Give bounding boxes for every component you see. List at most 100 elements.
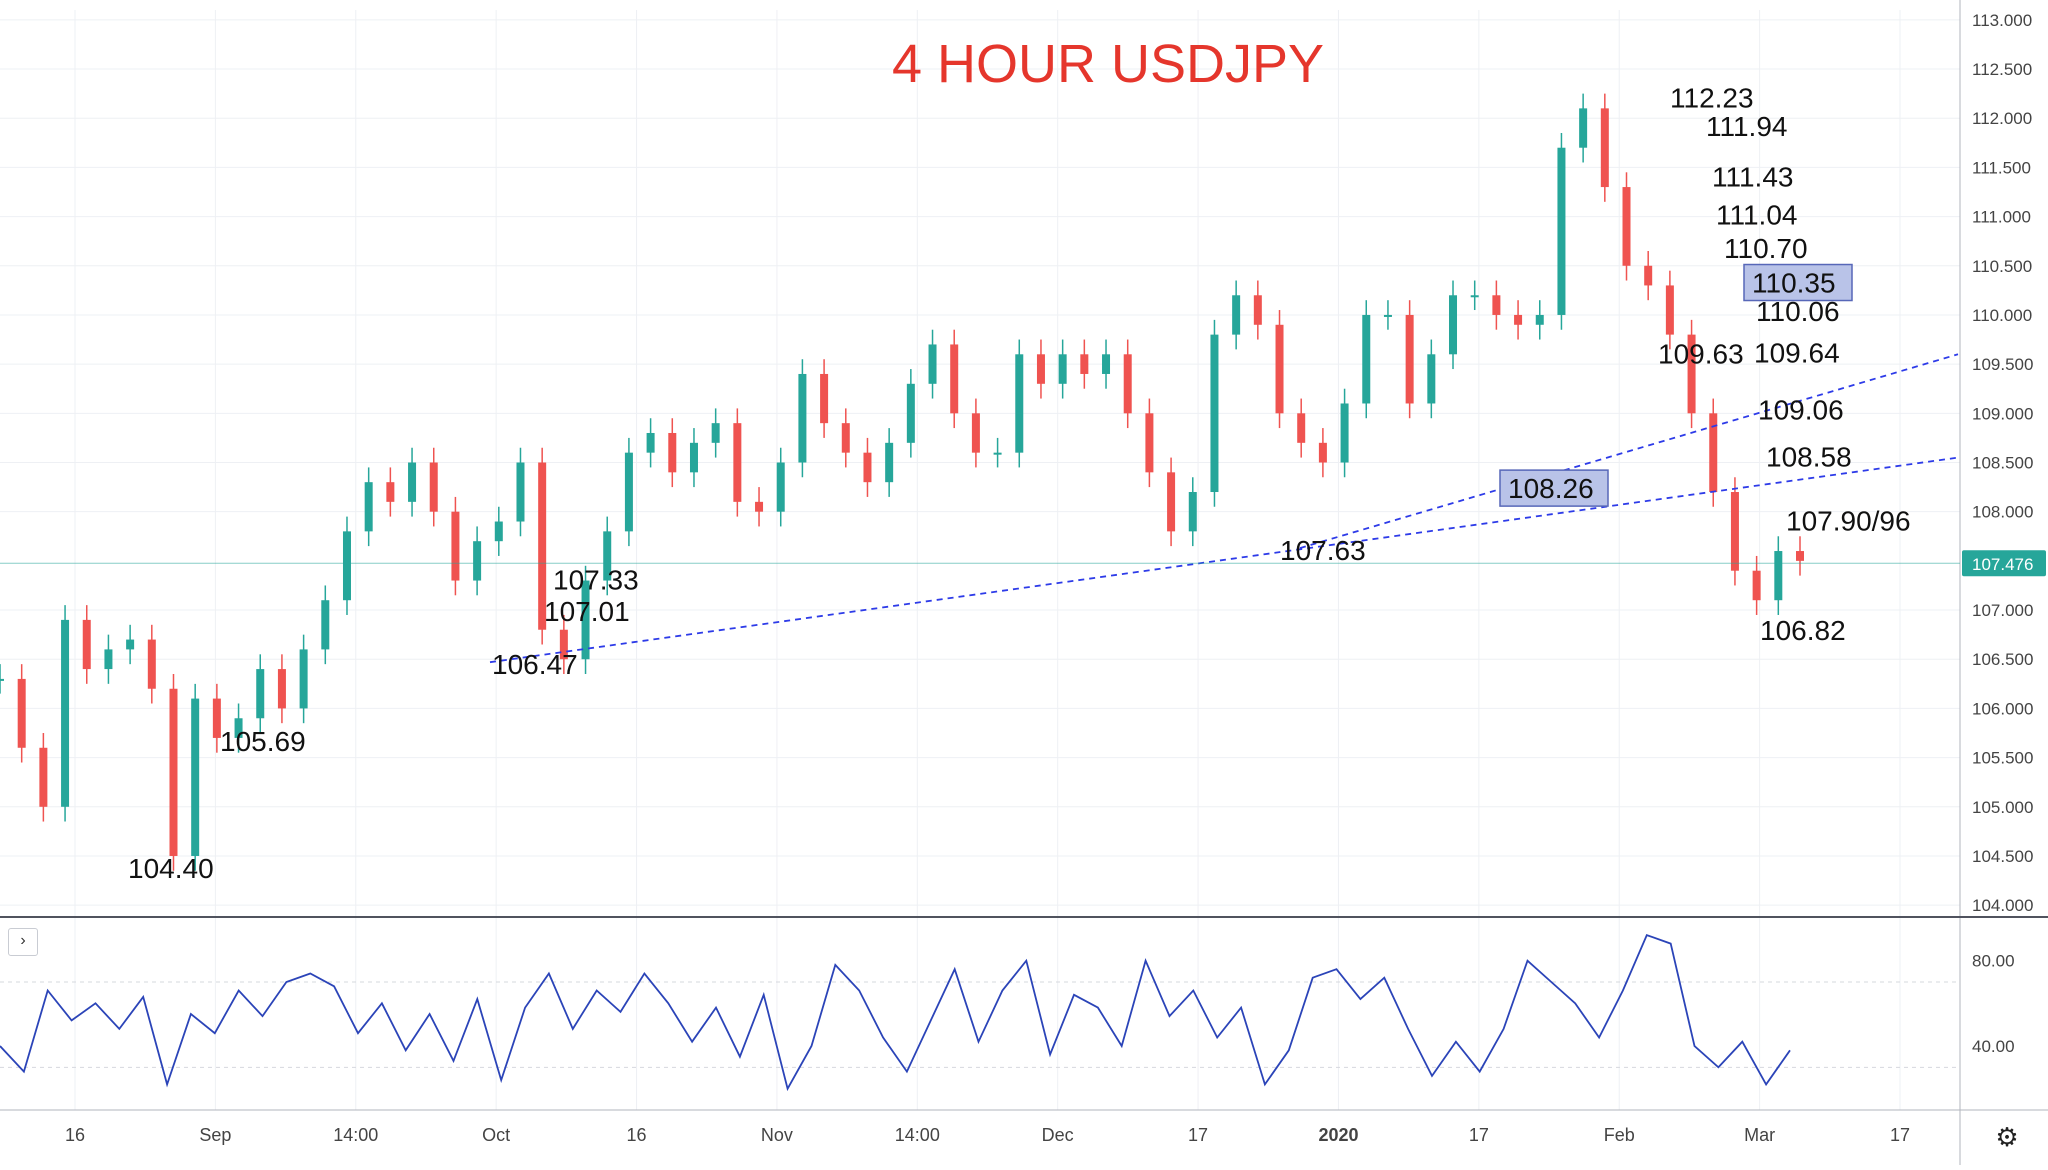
level-label: 112.23 [1670, 83, 1754, 114]
time-tick-label: 16 [65, 1125, 85, 1145]
candle-body [971, 413, 980, 453]
level-label: 105.69 [220, 726, 306, 757]
candle-body [950, 344, 959, 414]
candle-body [1188, 492, 1197, 532]
candle-body [1340, 403, 1349, 463]
candle-body [1535, 314, 1544, 325]
price-tick-label: 111.000 [1972, 208, 2031, 227]
price-tick-label: 105.500 [1972, 749, 2033, 768]
level-label: 108.26 [1508, 473, 1594, 504]
candle-body [603, 531, 612, 581]
candle-body [1383, 314, 1392, 317]
candle-body [429, 462, 438, 512]
candle-body [342, 531, 351, 601]
candle-body [1579, 108, 1588, 148]
candle-body [191, 698, 200, 856]
candle-body [212, 698, 221, 738]
candle-body [17, 678, 26, 748]
candle-body [104, 649, 113, 670]
candle-body [277, 669, 286, 709]
candle-body [1405, 314, 1414, 404]
candle-body [711, 423, 720, 443]
level-label: 110.06 [1756, 296, 1840, 327]
candle-body [1123, 354, 1132, 414]
candle-body [1080, 354, 1089, 374]
level-box [1499, 469, 1609, 507]
time-tick-label: 2020 [1318, 1125, 1358, 1145]
gear-icon: ⚙ [1995, 1122, 2019, 1152]
level-label: 107.33 [553, 565, 639, 596]
level-label: 107.63 [1280, 535, 1366, 566]
candle-body [1470, 295, 1479, 298]
candle-body [820, 373, 829, 424]
candle-body [147, 639, 156, 689]
candle-body [408, 462, 417, 502]
level-label: 106.82 [1760, 615, 1846, 646]
chart-settings-button[interactable]: ⚙ [1990, 1120, 2024, 1154]
price-tick-label: 104.000 [1972, 896, 2033, 915]
candle-body [1036, 354, 1045, 384]
price-tick-label: 109.000 [1972, 404, 2033, 423]
price-tick-label: 110.000 [1972, 306, 2032, 325]
price-tick-label: 108.000 [1972, 503, 2033, 522]
candle-body [1318, 442, 1327, 463]
level-label: 110.70 [1724, 233, 1808, 264]
price-tick-label: 105.000 [1972, 798, 2033, 817]
time-tick-label: 16 [627, 1125, 647, 1145]
candle-body [755, 501, 764, 512]
level-label: 104.40 [128, 853, 214, 884]
candle-body [1796, 551, 1804, 561]
level-label: 106.47 [492, 649, 578, 680]
candle-body [1102, 354, 1111, 374]
candle-body [581, 580, 590, 660]
price-tick-label: 104.500 [1972, 847, 2033, 866]
price-tick-label: 112.000 [1972, 109, 2032, 128]
candle-body [1427, 354, 1436, 404]
candle-body [321, 600, 330, 650]
candle-body [668, 432, 677, 473]
time-tick-label: 17 [1890, 1125, 1910, 1145]
candle-body [1514, 314, 1523, 325]
candle-body [776, 462, 785, 512]
level-label: 107.01 [544, 596, 630, 627]
candle-body [473, 541, 482, 581]
candle-body [1730, 492, 1739, 571]
candle-body [39, 747, 48, 807]
candle-body [559, 629, 568, 660]
collapse-indicator-button[interactable]: › [8, 928, 38, 956]
candle-body [1232, 295, 1241, 335]
price-candles [0, 93, 1804, 871]
level-label: 109.06 [1758, 394, 1844, 425]
candle-body [494, 521, 503, 542]
price-tick-label: 110.500 [1972, 257, 2032, 276]
price-tick-label: 111.500 [1972, 158, 2031, 177]
current-price-badge [1962, 550, 2046, 577]
time-tick-label: Mar [1744, 1125, 1775, 1145]
chevron-right-icon: › [20, 932, 26, 949]
time-tick-label: Nov [761, 1125, 793, 1145]
price-tick-label: 107.000 [1972, 601, 2033, 620]
price-tick-label: 106.500 [1972, 650, 2033, 669]
price-tick-label: 106.000 [1972, 699, 2033, 718]
level-label: 108.58 [1766, 442, 1852, 473]
candle-body [1774, 551, 1783, 601]
level-label: 110.35 [1752, 268, 1836, 299]
chart-title: 4 HOUR USDJPY [892, 34, 1324, 94]
level-label: 111.43 [1712, 161, 1793, 192]
time-tick-label: 17 [1188, 1125, 1208, 1145]
candle-body [1622, 187, 1631, 266]
candle-body [906, 383, 915, 443]
price-tick-label: 108.500 [1972, 454, 2033, 473]
candle-body [689, 442, 698, 473]
candle-body [538, 462, 547, 630]
level-box [1743, 263, 1853, 302]
candle-body [1492, 295, 1501, 315]
candle-body [256, 669, 265, 719]
candle-body [1557, 147, 1566, 315]
time-tick-label: 14:00 [333, 1125, 378, 1145]
trendline-upper [1299, 353, 1959, 549]
rsi-tick-label: 80.00 [1972, 952, 2015, 971]
candle-body [885, 442, 894, 483]
